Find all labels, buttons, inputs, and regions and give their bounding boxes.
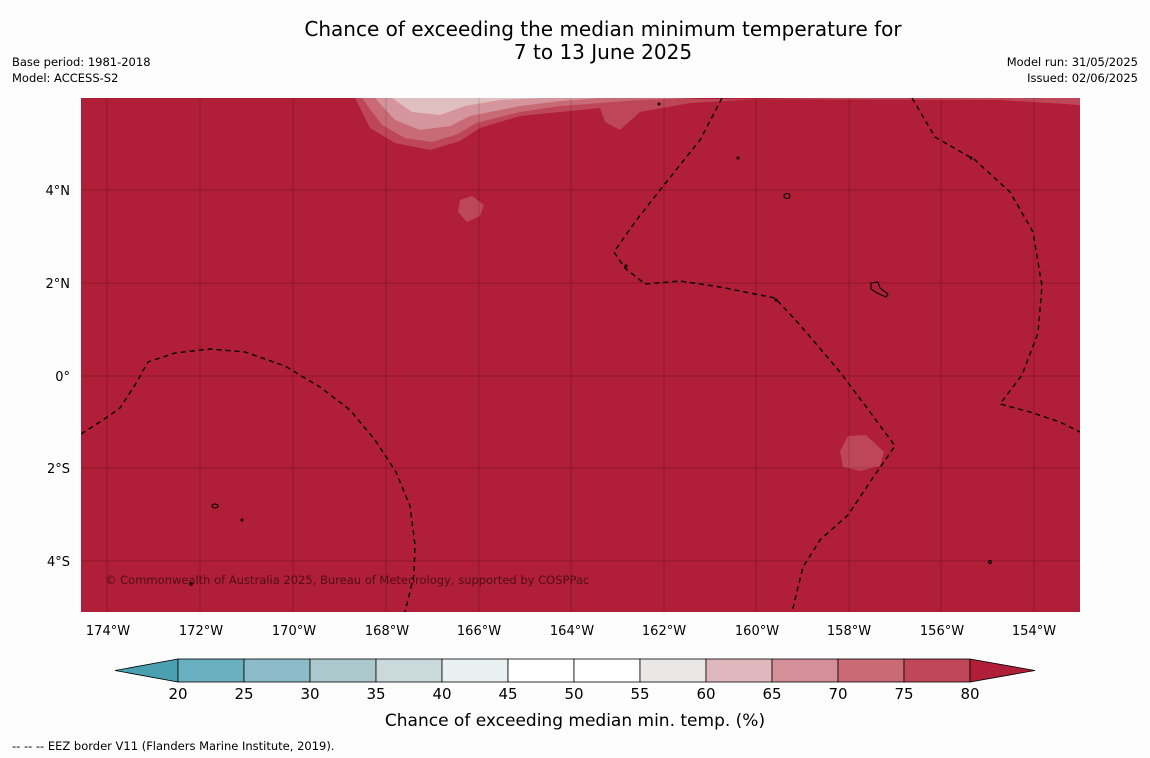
colorbar-segment [177,658,245,683]
colorbar-ticks: 20 25 30 35 40 45 50 55 60 65 70 75 80 [168,685,979,703]
colorbar-tick-label: 50 [564,685,583,703]
graticule [81,98,1080,612]
islet [657,102,661,106]
colorbar-tick-label: 40 [432,685,451,703]
colorbar-tick-label: 60 [696,685,715,703]
lon-label: 166°W [457,624,501,639]
lon-label: 168°W [365,624,409,639]
map-title: Chance of exceeding the median minimum t… [0,18,1150,64]
island-samoa-north [211,503,219,509]
lat-label: 2°N [46,277,71,292]
islands [189,102,992,586]
metadata-right: Model run: 31/05/2025 Issued: 02/06/2025 [1007,54,1138,86]
lon-label: 154°W [1012,624,1056,639]
colorbar: 20 25 30 35 40 45 50 55 60 65 70 75 80 Chance of exc… [114,658,1036,731]
title-line-1: Chance of exceeding the median minimum t… [304,17,902,41]
lon-label: 162°W [642,624,686,639]
lon-label: 164°W [550,624,594,639]
base-period-text: Base period: 1981-2018 [12,55,151,69]
eez-border-footnote: -- -- -- EEZ border V11 (Flanders Marine… [12,739,335,753]
eez-border-central [613,98,896,612]
colorbar-tick-label: 35 [366,685,385,703]
metadata-left: Base period: 1981-2018 Model: ACCESS-S2 [12,54,151,86]
lon-label: 172°W [179,624,223,639]
longitude-labels: 174°W 172°W 170°W 168°W 166°W 164°W 162°… [86,624,1056,639]
latitude-labels: 4°N 2°N 0° 2°S 4°S [46,184,71,570]
colorbar-tick-label: 45 [498,685,517,703]
probability-field [81,98,1080,612]
lon-label: 170°W [272,624,316,639]
lon-label: 174°W [86,624,130,639]
contour-60 [392,98,540,115]
contour-75 [355,98,1080,150]
colorbar-segment [705,658,773,683]
copyright-notice: © Commonwealth of Australia 2025, Bureau… [105,573,589,587]
lat-label: 4°S [47,555,70,570]
colorbar-segment [375,658,443,683]
model-run-text: Model run: 31/05/2025 [1006,55,1138,69]
colorbar-title: Chance of exceeding median min. temp. (%… [385,711,765,731]
islet [988,560,992,564]
islet [969,156,973,160]
colorbar-segment [309,658,377,683]
colorbar-tick-label: 30 [300,685,319,703]
islet [774,298,778,302]
colorbar-segment [507,658,575,683]
colorbar-tick-label: 75 [894,685,913,703]
lon-label: 156°W [920,624,964,639]
colorbar-over-arrow [969,658,1036,683]
colorbar-segment [573,658,641,683]
lon-label: 160°W [735,624,779,639]
island-kiritimati [870,281,889,298]
colorbar-tick-label: 20 [168,685,187,703]
lat-label: 2°S [47,462,70,477]
colorbar-tick-label: 80 [960,685,979,703]
colorbar-tick-label: 25 [234,685,253,703]
contour-75-patch-north [458,196,484,222]
eez-border-west [81,348,416,612]
eez-borders [81,98,1080,612]
islet [736,156,740,160]
issued-text: Issued: 02/06/2025 [1027,71,1138,85]
eez-border-east [911,98,1080,433]
islet [240,518,244,522]
map-panel: © Commonwealth of Australia 2025, Bureau… [81,98,1080,612]
colorbar-segment [771,658,839,683]
model-text: Model: ACCESS-S2 [12,71,119,85]
colorbar-tick-label: 55 [630,685,649,703]
colorbar-segments [114,658,1036,683]
colorbar-tick-label: 70 [828,685,847,703]
colorbar-segment [903,658,971,683]
islet [624,264,628,268]
islet [189,582,193,586]
colorbar-segment [441,658,509,683]
lat-label: 0° [55,370,70,385]
lon-label: 158°W [827,624,871,639]
shaded-contours [355,98,1080,471]
colorbar-segment [837,658,905,683]
colorbar-segment [243,658,311,683]
island-tabuaeran [783,192,791,200]
lat-label: 4°N [46,184,71,199]
title-line-2: 7 to 13 June 2025 [513,40,693,64]
colorbar-tick-label: 65 [762,685,781,703]
colorbar-segment [639,658,707,683]
contour-75-patch-east [840,435,884,471]
colorbar-under-arrow [114,658,179,683]
